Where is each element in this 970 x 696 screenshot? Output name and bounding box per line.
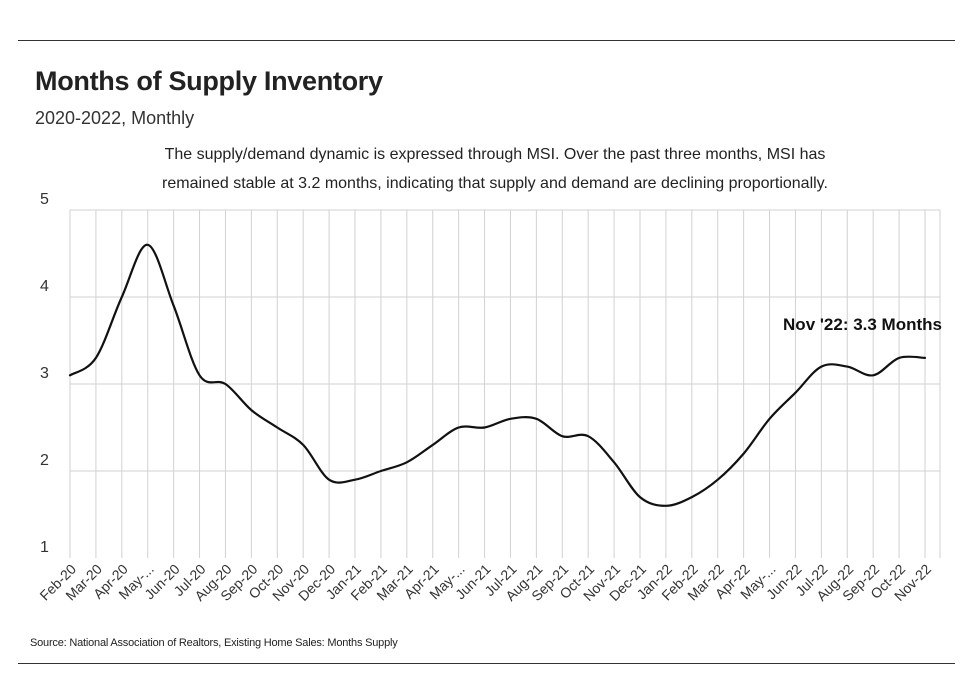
y-tick-label: 3 xyxy=(40,365,49,382)
series-layer xyxy=(68,243,927,508)
y-tick-label: 2 xyxy=(40,452,49,469)
data-point xyxy=(508,417,512,421)
data-point xyxy=(249,408,253,412)
source-note: Source: National Association of Realtors… xyxy=(30,637,398,649)
data-point xyxy=(768,417,772,421)
chart-title: Months of Supply Inventory xyxy=(35,66,383,96)
data-point xyxy=(586,434,590,438)
data-point xyxy=(405,460,409,464)
data-point xyxy=(301,443,305,447)
data-point xyxy=(742,452,746,456)
x-axis-ticks: Feb-20Mar-20Apr-20May-...Jun-20Jul-20Aug… xyxy=(36,561,934,604)
data-point xyxy=(871,373,875,377)
data-point xyxy=(353,478,357,482)
data-point xyxy=(560,434,564,438)
data-point xyxy=(483,426,487,430)
data-point xyxy=(845,365,849,369)
data-point xyxy=(146,243,150,247)
data-point xyxy=(664,504,668,508)
grid-lines xyxy=(69,209,941,558)
data-point xyxy=(716,478,720,482)
data-point xyxy=(379,469,383,473)
y-tick-label: 4 xyxy=(40,278,49,295)
data-point xyxy=(612,460,616,464)
data-point xyxy=(897,356,901,360)
data-point xyxy=(431,443,435,447)
y-axis-ticks: 1 2 3 4 5 xyxy=(40,191,49,556)
data-point xyxy=(534,417,538,421)
annotation-layer: Nov '22: 3.3 Months xyxy=(783,315,942,334)
data-point xyxy=(819,365,823,369)
data-point xyxy=(68,373,72,377)
data-point xyxy=(275,426,279,430)
annotation-label: Nov '22: 3.3 Months xyxy=(783,315,942,334)
y-tick-label: 1 xyxy=(40,539,49,556)
data-point xyxy=(120,295,124,299)
data-point xyxy=(327,478,331,482)
series-line-months-of-supply xyxy=(68,243,927,507)
data-point xyxy=(172,304,176,308)
data-point xyxy=(198,373,202,377)
chart-subtitle: 2020-2022, Monthly xyxy=(35,108,195,128)
data-point xyxy=(457,426,461,430)
data-point xyxy=(793,391,797,395)
data-point xyxy=(94,356,98,360)
data-point xyxy=(690,495,694,499)
bottom-rule xyxy=(18,663,955,664)
data-point xyxy=(638,495,642,499)
data-point xyxy=(923,356,927,360)
data-point xyxy=(223,382,227,386)
y-tick-label: 5 xyxy=(40,191,49,208)
top-rule xyxy=(18,40,955,41)
chart-description: The supply/demand dynamic is expressed t… xyxy=(162,146,828,192)
